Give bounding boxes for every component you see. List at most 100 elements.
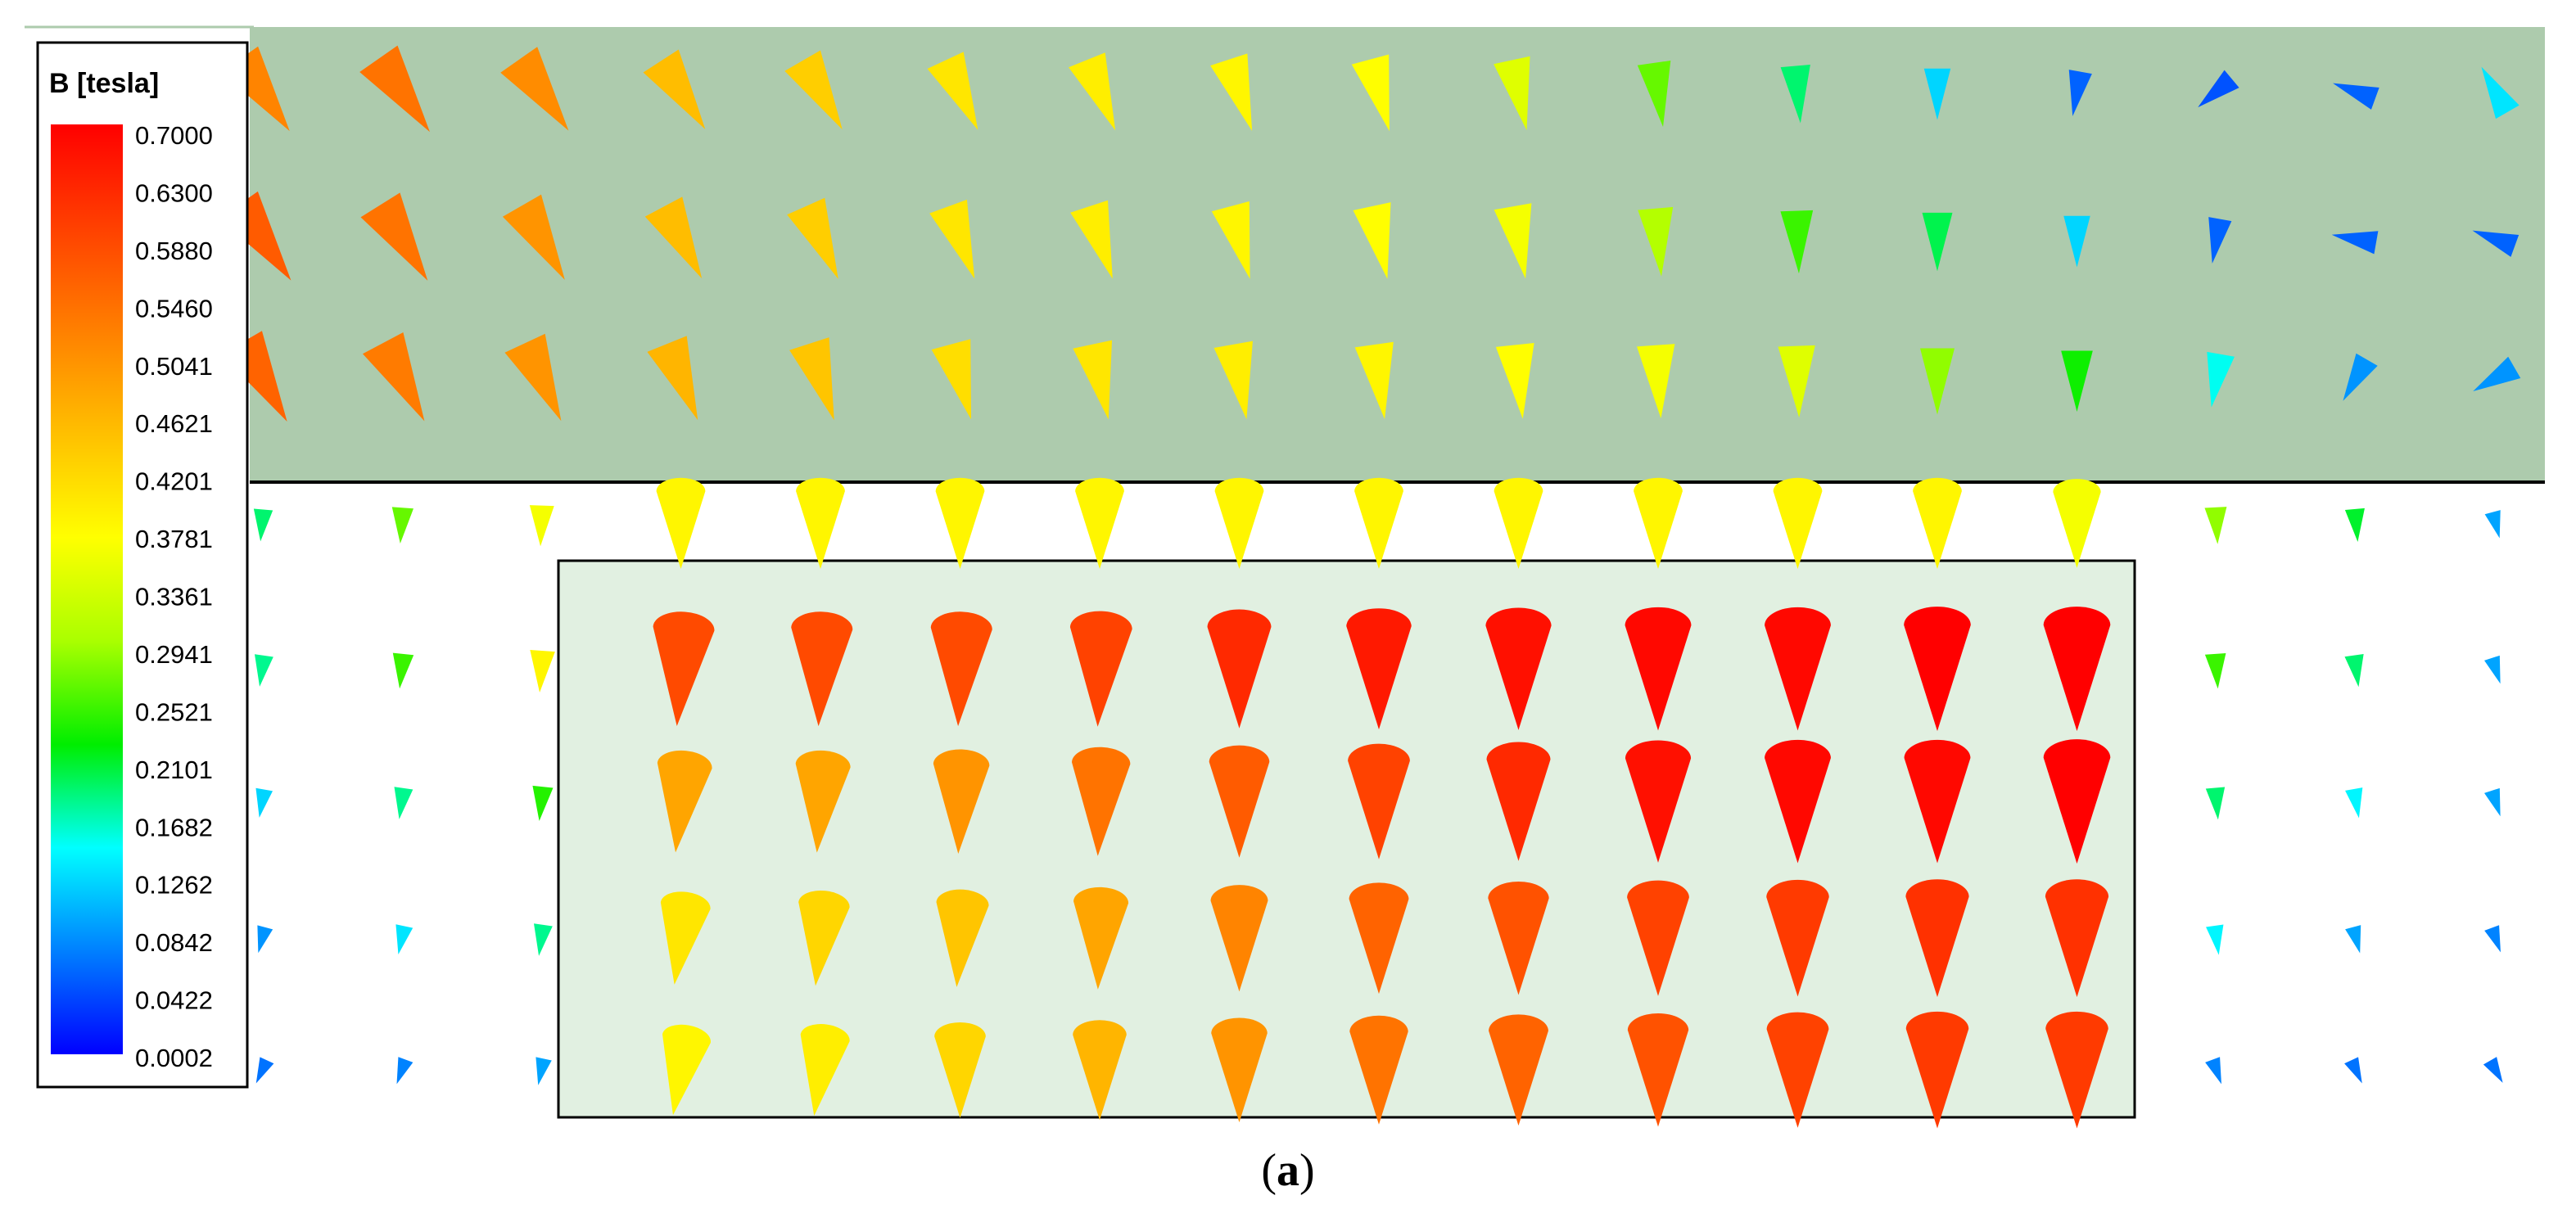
field-vector — [1780, 64, 1810, 124]
field-vector — [787, 197, 838, 279]
field-vector — [2205, 787, 2226, 820]
field-vector — [1765, 607, 1831, 731]
field-vector — [1637, 61, 1671, 127]
field-vector-glyph — [795, 750, 851, 853]
field-vector — [255, 1057, 274, 1084]
caption-letter: a — [1277, 1145, 1299, 1196]
field-vector-glyph — [933, 749, 990, 855]
field-vector — [1634, 477, 1683, 570]
field-vector-glyph — [1913, 477, 1962, 570]
legend-color-bar — [51, 124, 123, 1054]
field-vector-glyph — [1922, 212, 1953, 272]
field-vector — [644, 196, 703, 279]
field-vector-glyph — [2484, 925, 2501, 953]
field-vector-glyph — [391, 507, 414, 544]
field-vector — [360, 192, 428, 281]
field-vector-glyph — [2043, 607, 2111, 732]
field-vector — [791, 611, 853, 727]
field-vector-glyph — [1634, 477, 1683, 570]
legend-title: B [tesla] — [49, 68, 159, 99]
field-vector-glyph — [1494, 56, 1530, 131]
field-vector — [1773, 477, 1823, 570]
field-vector-glyph — [1211, 1017, 1268, 1123]
legend: B [tesla] 0.7000 0.6300 0.5880 0.5460 0.5041… — [36, 41, 249, 1089]
field-vector-glyph — [2043, 739, 2111, 864]
field-vector-glyph — [1765, 607, 1831, 731]
field-vector — [1904, 607, 1971, 732]
field-vector — [2043, 607, 2111, 732]
field-vector-glyph — [800, 1024, 850, 1116]
field-vector-glyph — [1904, 739, 1971, 864]
field-vector-glyph — [662, 1024, 711, 1116]
field-vector-glyph — [2205, 1057, 2221, 1085]
field-vector-glyph — [2053, 479, 2101, 568]
field-vector-glyph — [643, 49, 706, 129]
field-vector — [1486, 742, 1551, 861]
field-vector — [2204, 507, 2227, 544]
field-vector-glyph — [1349, 1015, 1408, 1125]
vector-field — [219, 45, 2521, 1129]
field-vector-glyph — [2205, 787, 2226, 820]
field-vector-glyph — [1349, 882, 1409, 995]
field-vector-glyph — [2204, 652, 2226, 689]
field-vector — [2344, 507, 2365, 543]
field-vector-glyph — [2483, 787, 2501, 817]
field-vector-glyph — [2344, 1057, 2362, 1084]
field-vector-glyph — [1904, 607, 1971, 732]
field-vector-glyph — [394, 787, 414, 819]
field-vector-glyph — [931, 339, 972, 420]
field-vector — [2061, 350, 2093, 412]
field-vector — [1627, 1013, 1689, 1127]
field-vector — [1073, 340, 1113, 420]
field-vector — [1346, 608, 1412, 730]
field-vector — [530, 650, 555, 692]
field-vector-glyph — [2333, 83, 2379, 110]
field-vector — [2204, 652, 2226, 689]
field-vector — [1920, 348, 1955, 415]
field-vector — [1075, 477, 1124, 570]
field-vector — [2345, 925, 2361, 954]
field-vector — [933, 749, 990, 855]
field-vector — [533, 923, 553, 956]
field-vector — [1494, 56, 1530, 131]
field-vector — [1780, 210, 1814, 274]
field-vector — [657, 750, 712, 853]
field-vector-glyph — [656, 477, 706, 570]
field-vector — [1070, 200, 1113, 279]
field-vector — [504, 333, 562, 422]
field-vector-glyph — [789, 337, 834, 421]
field-vector — [2483, 1057, 2503, 1083]
field-vector — [1638, 206, 1674, 277]
field-vector-glyph — [644, 196, 703, 279]
field-vector-glyph — [532, 785, 554, 821]
field-vector — [1351, 54, 1390, 132]
field-vector-glyph — [2045, 1011, 2108, 1129]
field-vector-glyph — [936, 889, 989, 987]
field-vector — [1625, 740, 1692, 863]
field-vector-glyph — [653, 611, 715, 726]
field-vector-glyph — [254, 654, 273, 687]
field-vector — [931, 339, 972, 420]
field-vector-glyph — [502, 194, 565, 280]
legend-tick-label: 0.3361 — [135, 583, 213, 611]
field-vector — [1349, 1015, 1408, 1125]
field-vector — [255, 787, 273, 818]
field-vector-glyph — [2198, 70, 2239, 108]
field-vector — [1210, 53, 1253, 132]
field-vector-glyph — [787, 197, 838, 279]
field-vector-glyph — [1765, 739, 1831, 864]
field-vector-glyph — [1766, 1012, 1829, 1128]
field-vector-glyph — [2331, 231, 2379, 255]
field-vector — [930, 611, 992, 727]
field-vector-glyph — [1069, 611, 1132, 727]
field-vector-glyph — [1070, 200, 1113, 279]
field-vector-glyph — [533, 923, 553, 956]
field-vector — [1488, 881, 1549, 995]
field-vector — [789, 337, 834, 421]
field-vector-glyph — [1210, 53, 1253, 132]
field-vector — [1209, 745, 1270, 858]
field-vector-glyph — [1495, 342, 1534, 419]
field-vector-glyph — [255, 1057, 274, 1084]
field-vector — [1922, 212, 1953, 272]
field-vector-glyph — [784, 50, 843, 130]
